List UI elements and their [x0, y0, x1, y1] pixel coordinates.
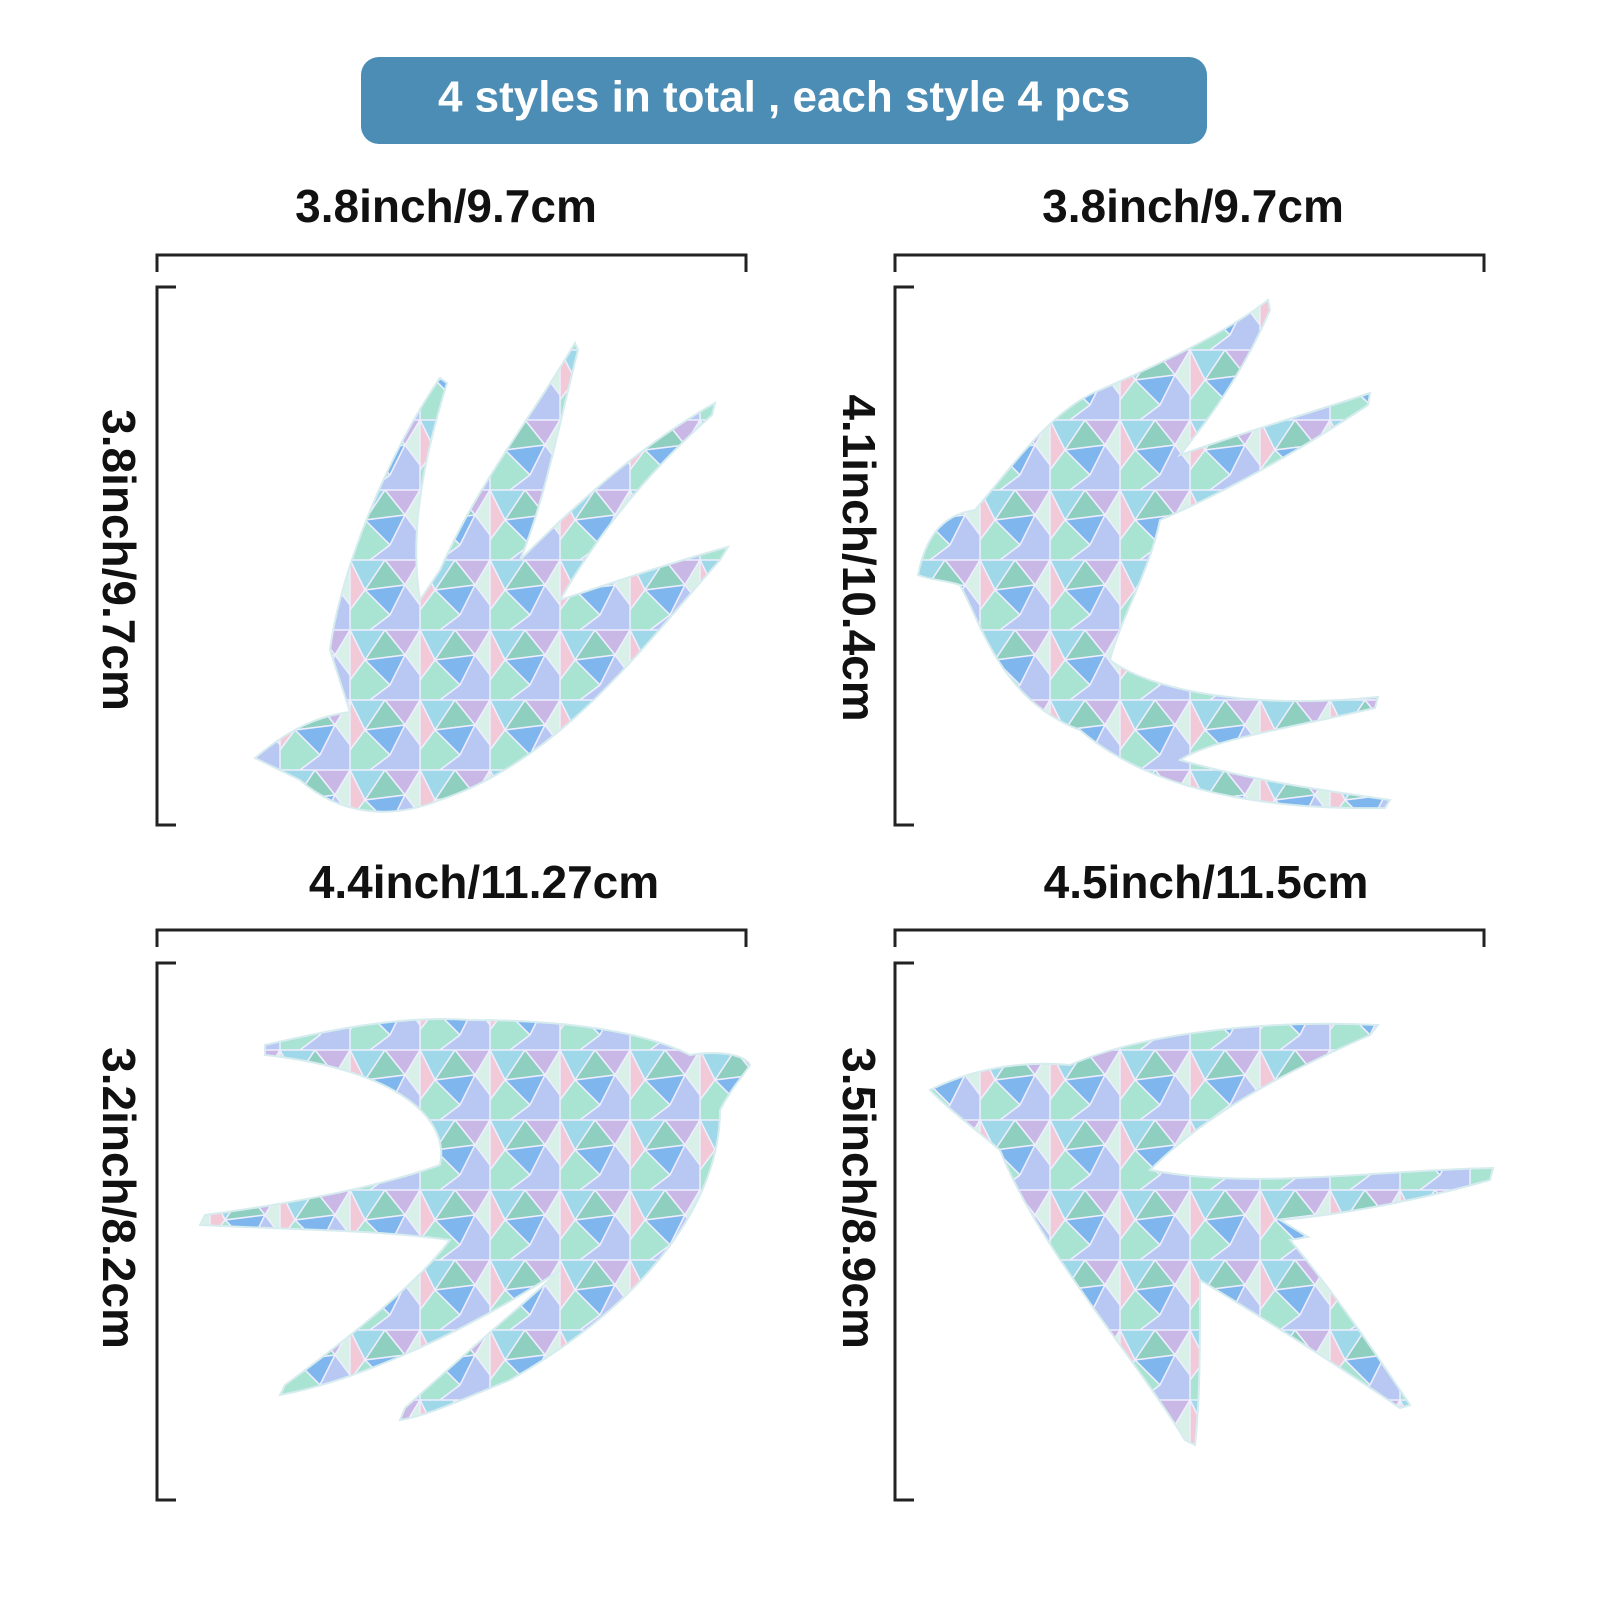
bird	[198, 1018, 752, 1422]
width-label: 3.8inch/9.7cm	[1042, 180, 1344, 232]
height-label: 3.8inch/9.7cm	[93, 409, 145, 711]
bird	[916, 298, 1392, 810]
height-label: 3.2inch/8.2cm	[93, 1047, 145, 1349]
width-bracket	[155, 253, 748, 272]
height-bracket	[893, 285, 914, 827]
bird	[928, 1022, 1495, 1447]
width-label: 3.8inch/9.7cm	[295, 180, 597, 232]
height-bracket	[893, 961, 914, 1502]
height-label: 3.5inch/8.9cm	[833, 1047, 885, 1349]
height-bracket	[155, 285, 176, 827]
bird	[253, 340, 731, 813]
banner-bg	[361, 57, 1207, 144]
height-bracket	[155, 961, 176, 1502]
width-label: 4.4inch/11.27cm	[309, 856, 659, 908]
width-bracket	[893, 928, 1486, 947]
width-bracket	[893, 253, 1486, 272]
height-label: 4.1inch/10.4cm	[833, 394, 885, 721]
width-label: 4.5inch/11.5cm	[1044, 856, 1369, 908]
banner-text: 4 styles in total , each style 4 pcs	[438, 73, 1130, 122]
width-bracket	[155, 928, 748, 947]
